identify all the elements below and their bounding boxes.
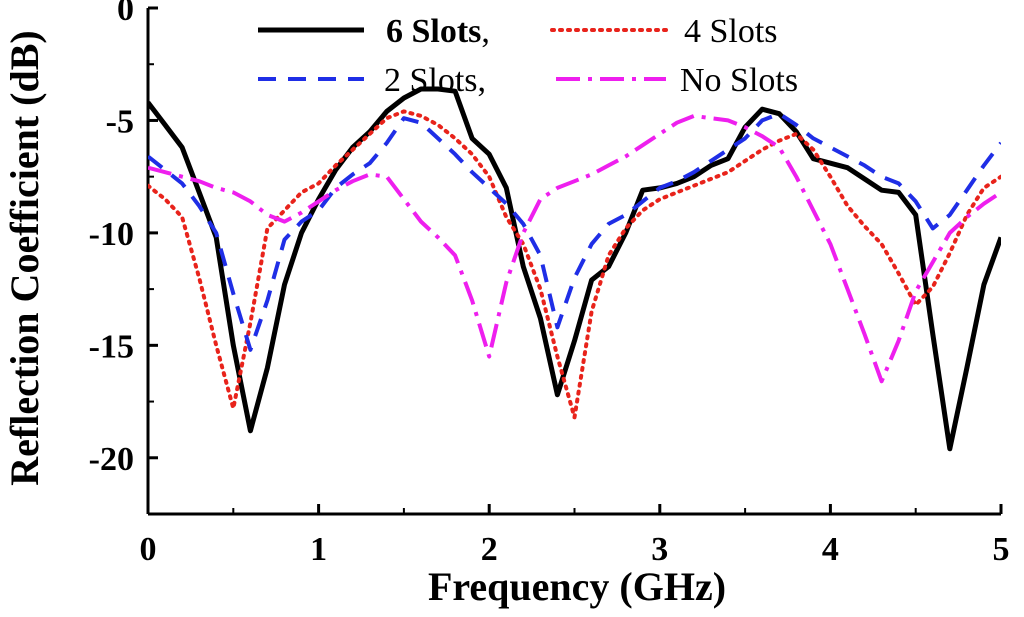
y-axis-ticks: 0 -5 -10 -15 -20 xyxy=(89,0,158,515)
legend-label-2-slots-comma: , xyxy=(478,62,487,99)
x-tick-label: 1 xyxy=(310,531,327,568)
x-tick-label: 5 xyxy=(993,531,1010,568)
legend-label-no-slots: No Slots xyxy=(680,62,798,99)
x-tick-label: 3 xyxy=(651,531,668,568)
y-tick-label: -20 xyxy=(89,441,134,478)
y-tick-label: -15 xyxy=(89,328,134,365)
series-line-no-slots xyxy=(148,113,1001,384)
series-line-6-slots xyxy=(148,86,1001,452)
x-tick-label: 4 xyxy=(822,531,839,568)
y-tick-label: -10 xyxy=(89,216,134,253)
legend-label-4-slots: 4 Slots xyxy=(684,13,778,50)
y-tick-label: 0 xyxy=(117,0,134,28)
x-axis-title: Frequency (GHz) xyxy=(428,564,726,609)
y-tick-label: -5 xyxy=(106,103,134,140)
series-lines xyxy=(148,86,1001,452)
x-tick-label: 0 xyxy=(140,531,157,568)
series-line-4-slots xyxy=(148,109,1001,420)
legend: 6 Slots, 4 Slots 2 Slots, No Slots xyxy=(258,13,798,99)
axes xyxy=(146,8,1001,516)
legend-label-6-slots-name: 6 Slots xyxy=(386,13,481,50)
x-tick-label: 2 xyxy=(481,531,498,568)
y-axis-title: Reflection Coefficient (dB) xyxy=(2,30,47,485)
x-axis-ticks: 0 1 2 3 4 5 xyxy=(140,504,1010,568)
legend-label-6-slots: 6 Slots, xyxy=(386,13,490,50)
legend-label-6-slots-comma: , xyxy=(481,13,490,50)
legend-label-2-slots: 2 Slots, xyxy=(384,62,486,99)
legend-label-2-slots-name: 2 Slots xyxy=(384,62,478,99)
